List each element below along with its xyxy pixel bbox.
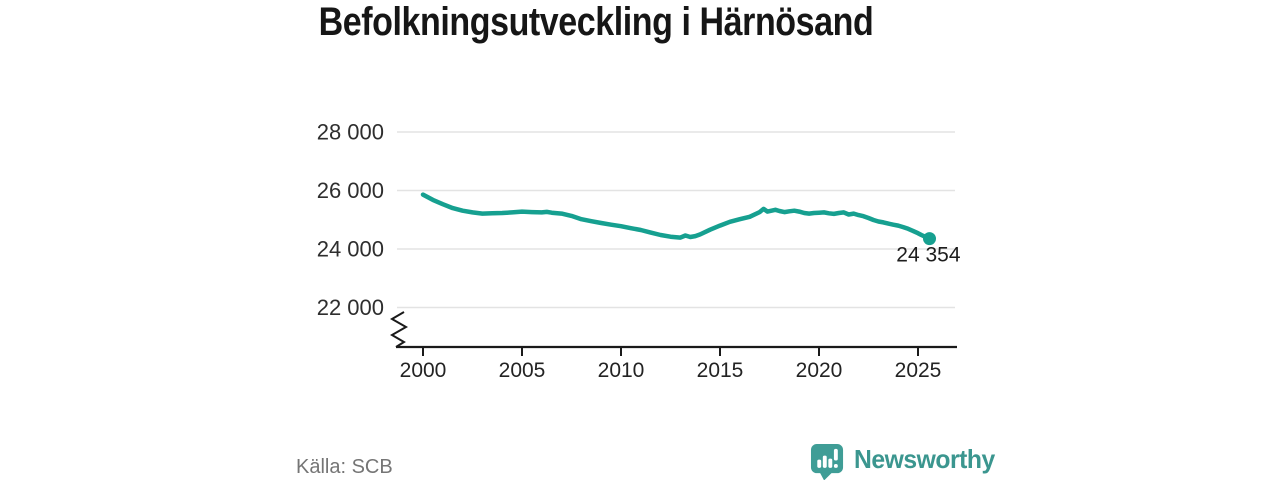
last-value-marker: [923, 232, 936, 246]
y-tick-label: 28 000: [317, 120, 384, 145]
x-tick-label: 2020: [796, 359, 843, 382]
population-line-series: [420, 192, 932, 241]
x-tick-label: 2015: [697, 359, 744, 382]
y-axis-labels: 22 000 24 000 26 000 28 000: [317, 120, 384, 321]
newsworthy-logo: Newsworthy: [810, 443, 1002, 480]
newsworthy-bubble-chart-icon: [810, 444, 844, 480]
x-tick-label: 2025: [895, 359, 942, 382]
x-tick-label: 2005: [499, 359, 546, 382]
y-tick-label: 24 000: [317, 237, 384, 262]
x-axis: 2000 2005 2010 2015 2020 2025: [390, 311, 957, 382]
y-tick-label: 26 000: [317, 178, 384, 203]
x-axis-ticks: [422, 347, 919, 356]
source-attribution: Källa: SCB: [296, 456, 393, 478]
newsworthy-wordmark: Newsworthy: [854, 444, 995, 474]
y-tick-label: 22 000: [317, 295, 384, 320]
gridlines: [397, 131, 955, 309]
last-value-label: 24 354: [896, 244, 961, 267]
page-title: Befolkningsutveckling i Härnösand: [318, 0, 874, 44]
x-tick-label: 2010: [598, 359, 645, 382]
axis-break-zigzag-icon: [390, 311, 409, 348]
x-tick-label: 2000: [400, 359, 447, 382]
